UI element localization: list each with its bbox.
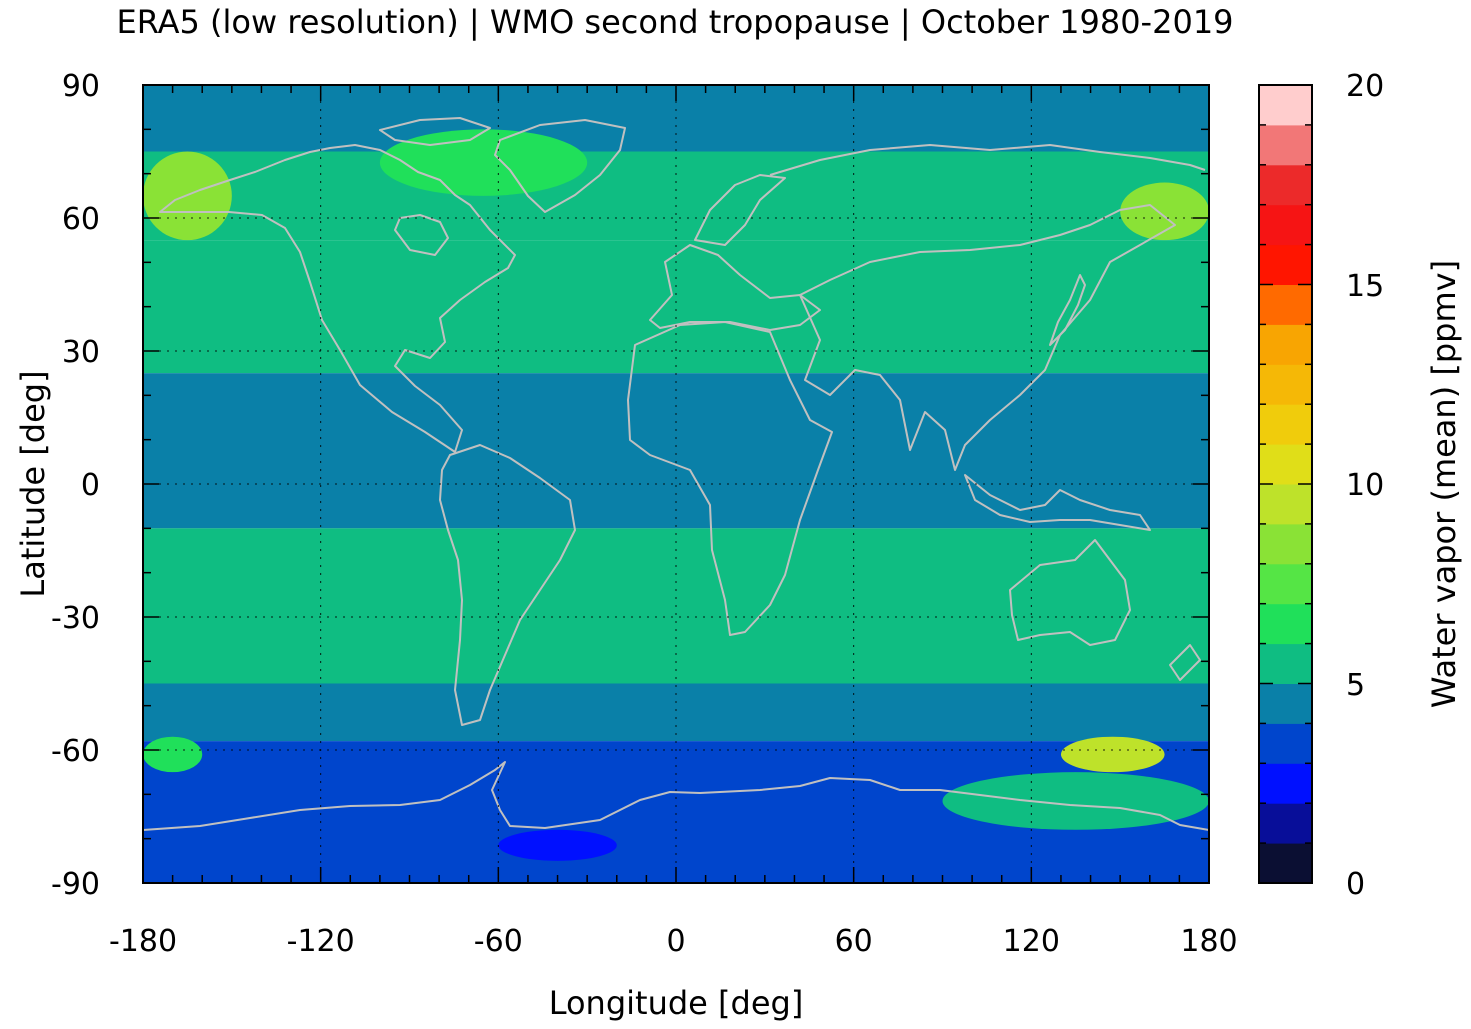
coastline-hudson-bay (394, 214, 449, 256)
heatmap-region (498, 829, 617, 861)
colorbar-segment (1259, 763, 1312, 804)
y-tick-label: -90 (51, 867, 100, 902)
colorbar-segment (1259, 683, 1312, 724)
coastline-antarctica (143, 761, 1209, 831)
heatmap-area (143, 85, 1209, 883)
coastline-south-america (439, 444, 576, 726)
colorbar-tick-label: 0 (1346, 867, 1365, 902)
heatmap-region (143, 736, 203, 773)
colorbar-segment (1259, 124, 1312, 166)
coastline-north-america (159, 144, 516, 453)
heatmap-region (379, 129, 588, 196)
colorbar-segment (1259, 364, 1312, 405)
y-tick-label: -30 (51, 601, 100, 636)
colorbar-tick-label: 5 (1346, 668, 1365, 703)
colorbar-segment (1259, 563, 1312, 605)
coastline-greenland (494, 119, 626, 213)
colorbar-segment (1259, 484, 1312, 525)
colorbar-tick-marks (1259, 84, 1312, 884)
colorbar-segment (1259, 803, 1312, 844)
coastline-japan (1049, 274, 1086, 346)
x-tick-label: 120 (1003, 924, 1060, 959)
heatmap-region (942, 772, 1209, 830)
coastline-asia (799, 204, 1176, 471)
colorbar (1259, 85, 1312, 884)
heatmap-region (1060, 736, 1165, 773)
x-tick-labels: -180 -120 -60 0 60 120 180 (109, 924, 1238, 959)
x-tick-label: 180 (1180, 924, 1237, 959)
x-tick-label: -60 (474, 924, 523, 959)
x-axis-label: Longitude [deg] (549, 984, 804, 1022)
coastline-indonesia (964, 474, 1151, 531)
colorbar-segment (1259, 284, 1312, 325)
x-tick-label: -180 (109, 924, 177, 959)
heatmap-cells (143, 85, 1209, 883)
coastline-new-zealand (1169, 644, 1201, 681)
colorbar-segment (1259, 723, 1312, 764)
coastline-arctic-islands (379, 117, 491, 146)
colorbar-tick-label: 20 (1346, 69, 1384, 104)
coastline-scandinavia (694, 174, 786, 246)
y-tick-label: 90 (62, 69, 100, 104)
heatmap-band (143, 373, 1209, 529)
coastlines (143, 117, 1209, 831)
colorbar-segment (1259, 164, 1312, 206)
colorbar-tick-labels: 20 15 10 5 0 (1346, 69, 1384, 902)
colorbar-segment (1259, 643, 1312, 684)
heatmap-band (143, 683, 1209, 742)
y-tick-label: 60 (62, 202, 100, 237)
colorbar-segment (1259, 244, 1312, 285)
y-tick-label: -60 (51, 734, 100, 769)
colorbar-segment (1259, 843, 1312, 884)
colorbar-segment (1259, 404, 1312, 445)
colorbar-segment (1259, 603, 1312, 645)
tick-marks (142, 84, 1210, 884)
colorbar-segment (1259, 204, 1312, 246)
x-tick-label: 0 (666, 924, 685, 959)
colorbar-tick-label: 15 (1346, 269, 1384, 304)
heatmap-region (1120, 182, 1209, 241)
colorbar-tick-label: 10 (1346, 468, 1384, 503)
y-tick-label: 0 (81, 468, 100, 503)
coastline-australia (1009, 539, 1131, 646)
chart-title: ERA5 (low resolution) | WMO second tropo… (116, 3, 1233, 41)
y-axis-label: Latitude [deg] (14, 370, 52, 597)
colorbar-segment (1259, 523, 1312, 565)
x-tick-label: -120 (287, 924, 355, 959)
x-tick-label: 60 (835, 924, 873, 959)
colorbar-segment (1259, 324, 1312, 365)
colorbar-label: Water vapor (mean) [ppmv] (1425, 260, 1463, 708)
colorbar-segment (1259, 85, 1312, 126)
y-tick-labels: 90 60 30 0 -30 -60 -90 (51, 69, 100, 902)
colorbar-segment (1259, 444, 1312, 485)
heatmap-band (143, 151, 1209, 241)
coastline-siberia-north (769, 144, 1206, 176)
coastline-africa (627, 321, 833, 636)
y-tick-label: 30 (62, 335, 100, 370)
